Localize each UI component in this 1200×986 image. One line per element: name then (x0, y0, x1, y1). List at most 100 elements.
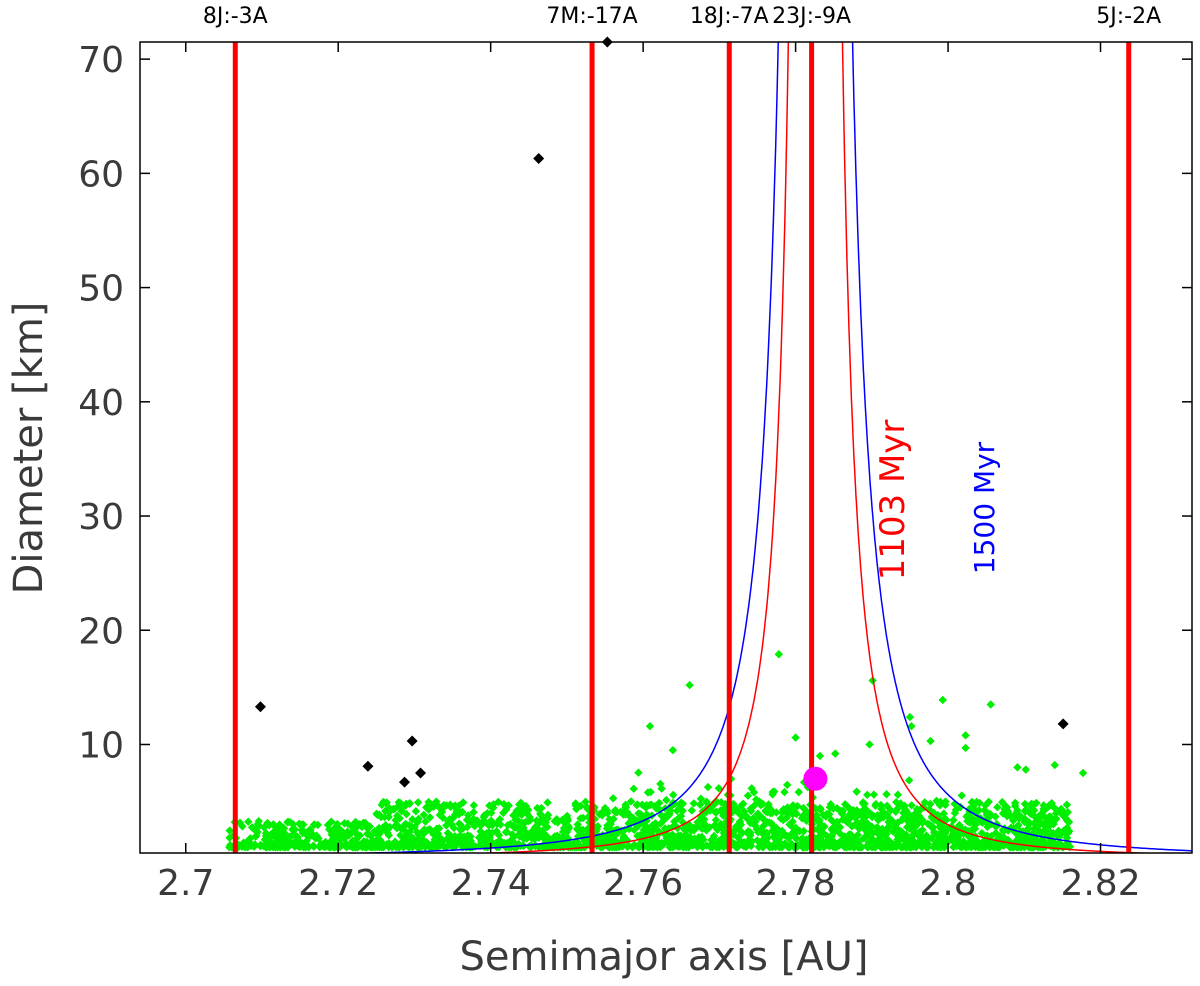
family-point (989, 843, 998, 852)
family-point (528, 832, 537, 841)
family-point (435, 803, 444, 812)
family-point (685, 680, 694, 690)
family-point (874, 815, 883, 825)
family-point (791, 733, 800, 742)
family-point (841, 800, 850, 809)
family-point (868, 676, 877, 685)
family-point (949, 815, 958, 825)
family-point (1027, 843, 1036, 852)
family-point (681, 830, 690, 840)
family-point (344, 830, 353, 839)
family-point (971, 835, 981, 844)
family-point (783, 780, 792, 790)
family-point (1042, 817, 1052, 827)
family-point (712, 824, 722, 833)
family-point (1000, 833, 1009, 843)
y-tick-label: 50 (78, 269, 124, 310)
family-point (316, 840, 326, 849)
family-point (513, 815, 523, 825)
family-point (648, 826, 657, 836)
family-point (997, 835, 1006, 845)
family-point (964, 817, 974, 827)
family-point (516, 798, 526, 808)
family-point (446, 802, 455, 812)
family-point (774, 650, 784, 659)
family-point (647, 811, 656, 820)
family-point (628, 843, 637, 852)
family-point (1016, 812, 1025, 821)
family-point (925, 799, 935, 809)
family-point (404, 842, 414, 852)
family-point (780, 839, 790, 848)
family-point (812, 810, 821, 820)
family-point (1055, 806, 1065, 816)
family-point (675, 842, 684, 851)
family-point (629, 784, 638, 793)
family-point (414, 830, 423, 839)
family-point (854, 810, 864, 819)
family-point (648, 840, 657, 849)
family-point (641, 803, 651, 812)
family-point (982, 831, 992, 840)
family-point (799, 803, 808, 813)
family-point (648, 833, 658, 842)
family-point (469, 808, 478, 817)
family-point (299, 820, 308, 829)
family-point (276, 843, 285, 852)
family-point (906, 822, 915, 832)
family-point (880, 837, 890, 847)
family-point (442, 821, 451, 830)
family-point (885, 839, 894, 848)
family-point (443, 828, 453, 838)
family-point (843, 842, 853, 851)
family-point (949, 842, 958, 852)
family-point (453, 835, 462, 845)
family-point (474, 833, 484, 842)
resonance-label: 23J:-9A (772, 4, 851, 29)
family-point (951, 834, 961, 843)
family-point (377, 826, 386, 835)
family-point (456, 838, 465, 848)
family-point (638, 800, 647, 809)
family-point (660, 824, 670, 833)
family-point (980, 806, 989, 815)
family-point (910, 827, 920, 837)
family-point (925, 805, 934, 814)
family-point (633, 821, 643, 831)
family-point (1022, 817, 1032, 826)
family-point (717, 823, 726, 833)
family-point (446, 832, 456, 841)
family-point (707, 835, 716, 845)
family-point (534, 818, 544, 827)
family-point (525, 812, 534, 822)
family-point (678, 818, 688, 827)
family-point (1024, 823, 1033, 833)
family-point (1058, 811, 1068, 820)
family-point (612, 829, 622, 838)
family-point (253, 819, 263, 829)
curve-labels: 1103 Myr 1500 Myr (873, 420, 1001, 581)
family-point (504, 801, 513, 810)
family-point (690, 834, 699, 843)
family-point (332, 841, 342, 850)
family-point (681, 839, 690, 848)
family-point (822, 831, 832, 841)
family-point (466, 836, 475, 846)
family-point (744, 829, 753, 839)
family-point (298, 841, 308, 851)
family-point (413, 798, 423, 807)
family-point (275, 838, 284, 848)
family-point (516, 830, 525, 840)
family-point (424, 797, 433, 807)
family-point (1003, 807, 1013, 816)
family-point (487, 808, 496, 818)
family-point (521, 817, 530, 827)
family-point (833, 824, 843, 834)
family-point (432, 824, 442, 833)
family-point (847, 822, 857, 831)
family-point (852, 787, 861, 796)
family-point (930, 840, 940, 849)
family-point (735, 809, 744, 819)
family-point (925, 820, 934, 830)
family-point (719, 842, 728, 852)
